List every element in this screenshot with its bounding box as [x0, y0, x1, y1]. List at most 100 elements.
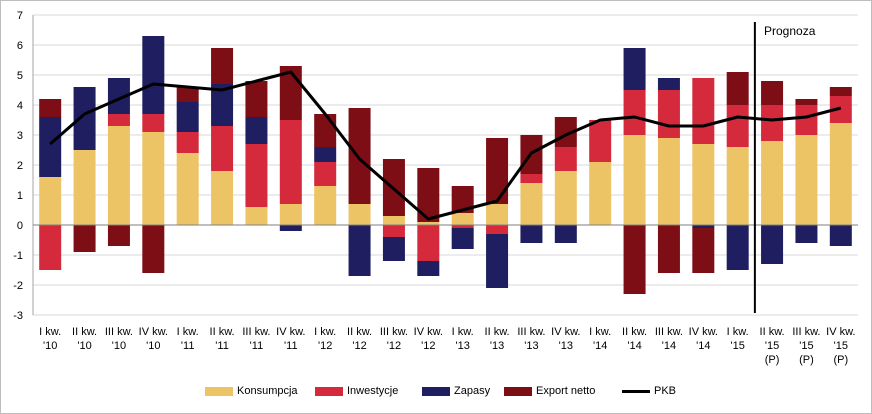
bar-export-netto: [761, 81, 784, 105]
bar-inwestycje: [520, 174, 543, 183]
bar-zapasy: [73, 87, 96, 150]
bar-inwestycje: [107, 114, 130, 126]
bar-konsumpcja: [245, 207, 268, 225]
x-tick-label: (P): [833, 354, 848, 366]
x-tick-label: '10: [146, 340, 160, 352]
x-tick-label: '10: [77, 340, 91, 352]
bar-export-netto: [142, 225, 165, 273]
x-tick-label: II kw.: [622, 326, 647, 338]
bar-inwestycje: [795, 105, 818, 135]
x-tick-label: II kw.: [760, 326, 785, 338]
bar-inwestycje: [761, 105, 784, 141]
bar-konsumpcja: [176, 153, 199, 225]
forecast-label: Prognoza: [764, 24, 816, 38]
bar-zapasy: [417, 261, 440, 276]
bar-inwestycje: [451, 225, 474, 228]
bar-inwestycje: [279, 120, 302, 204]
bar-export-netto: [623, 225, 646, 294]
bar-export-netto: [486, 138, 509, 204]
bar-konsumpcja: [211, 171, 234, 225]
bar-konsumpcja: [486, 204, 509, 225]
legend-line-pkb: [622, 389, 650, 393]
y-tick-label: -2: [13, 280, 23, 292]
bar-konsumpcja: [829, 123, 852, 225]
bar-konsumpcja: [761, 141, 784, 225]
bar-inwestycje: [657, 90, 680, 138]
x-tick-label: '15: [731, 340, 745, 352]
bar-konsumpcja: [39, 177, 62, 225]
bar-zapasy: [39, 117, 62, 177]
line-pkb: [49, 70, 842, 221]
x-tick-label: III kw.: [655, 326, 683, 338]
x-tick-label: '11: [284, 340, 298, 352]
bar-zapasy: [382, 237, 405, 261]
x-tick-label: IV kw.: [689, 326, 718, 338]
bar-konsumpcja: [417, 222, 440, 225]
bar-zapasy: [245, 117, 268, 144]
bar-inwestycje: [589, 120, 612, 162]
bar-export-netto: [795, 99, 818, 105]
legend-label-konsumpcja: Konsumpcja: [237, 385, 298, 397]
x-tick-label: '12: [318, 340, 332, 352]
bar-konsumpcja: [142, 132, 165, 225]
y-tick-label: 4: [17, 100, 23, 112]
y-tick-label: 2: [17, 160, 23, 172]
bar-zapasy: [726, 225, 749, 270]
x-tick-label: '11: [215, 340, 229, 352]
y-tick-label: 7: [17, 10, 23, 22]
legend-item-konsumpcja: Konsumpcja: [205, 385, 298, 397]
bar-export-netto: [314, 114, 337, 147]
bar-zapasy: [761, 225, 784, 264]
bar-inwestycje: [176, 132, 199, 153]
bar-inwestycje: [314, 162, 337, 186]
legend-item-zapasy: Zapasy: [422, 385, 490, 397]
y-tick-label: 1: [17, 190, 23, 202]
y-tick-label: 3: [17, 130, 23, 142]
x-tick-label: '15: [834, 340, 848, 352]
bar-export-netto: [726, 72, 749, 105]
x-tick-label: I kw.: [177, 326, 199, 338]
bar-zapasy: [795, 225, 818, 243]
bar-konsumpcja: [451, 213, 474, 225]
x-tick-label: II kw.: [347, 326, 372, 338]
x-tick-label: IV kw.: [826, 326, 855, 338]
bar-zapasy: [623, 48, 646, 90]
bar-export-netto: [73, 225, 96, 252]
bar-konsumpcja: [382, 216, 405, 225]
bar-inwestycje: [417, 225, 440, 261]
bar-export-netto: [176, 87, 199, 102]
bar-inwestycje: [486, 225, 509, 234]
bar-zapasy: [176, 102, 199, 132]
bar-zapasy: [279, 225, 302, 231]
bar-export-netto: [657, 225, 680, 273]
x-tick-label: '15: [765, 340, 779, 352]
bar-zapasy: [829, 225, 852, 246]
x-tick-label: (P): [765, 354, 780, 366]
bar-zapasy: [142, 36, 165, 114]
legend-label-pkb: PKB: [654, 385, 677, 397]
x-tick-label: '12: [421, 340, 435, 352]
y-tick-label: 0: [17, 220, 23, 232]
bar-konsumpcja: [554, 171, 577, 225]
x-tick-label: III kw.: [517, 326, 545, 338]
legend-swatch-zapasy: [422, 386, 450, 396]
bar-zapasy: [314, 147, 337, 162]
x-tick-label: '13: [456, 340, 470, 352]
bar-zapasy: [211, 84, 234, 126]
x-tick-label: II kw.: [72, 326, 97, 338]
bar-konsumpcja: [589, 162, 612, 225]
x-tick-label: '14: [662, 340, 676, 352]
bar-zapasy: [520, 225, 543, 243]
bar-konsumpcja: [279, 204, 302, 225]
x-tick-label: '12: [387, 340, 401, 352]
x-tick-label: III kw.: [380, 326, 408, 338]
y-tick-label: -3: [13, 310, 23, 322]
x-tick-label: I kw.: [589, 326, 611, 338]
x-tick-label: IV kw.: [276, 326, 305, 338]
x-tick-label: '14: [593, 340, 607, 352]
x-tick-label: II kw.: [210, 326, 235, 338]
y-tick-label: 6: [17, 40, 23, 52]
x-tick-label: '15: [799, 340, 813, 352]
legend-item-pkb: PKB: [622, 385, 676, 397]
bar-export-netto: [829, 87, 852, 96]
